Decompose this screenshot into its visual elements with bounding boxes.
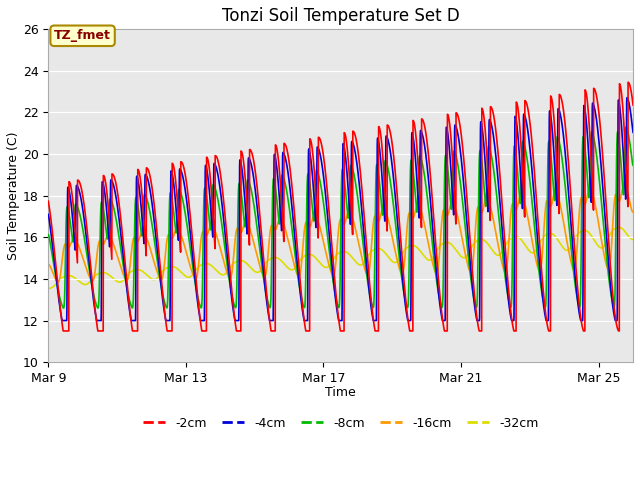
X-axis label: Time: Time: [325, 386, 356, 399]
Title: Tonzi Soil Temperature Set D: Tonzi Soil Temperature Set D: [222, 7, 460, 25]
Legend: -2cm, -4cm, -8cm, -16cm, -32cm: -2cm, -4cm, -8cm, -16cm, -32cm: [138, 412, 543, 435]
Y-axis label: Soil Temperature (C): Soil Temperature (C): [7, 132, 20, 260]
Text: TZ_fmet: TZ_fmet: [54, 29, 111, 42]
